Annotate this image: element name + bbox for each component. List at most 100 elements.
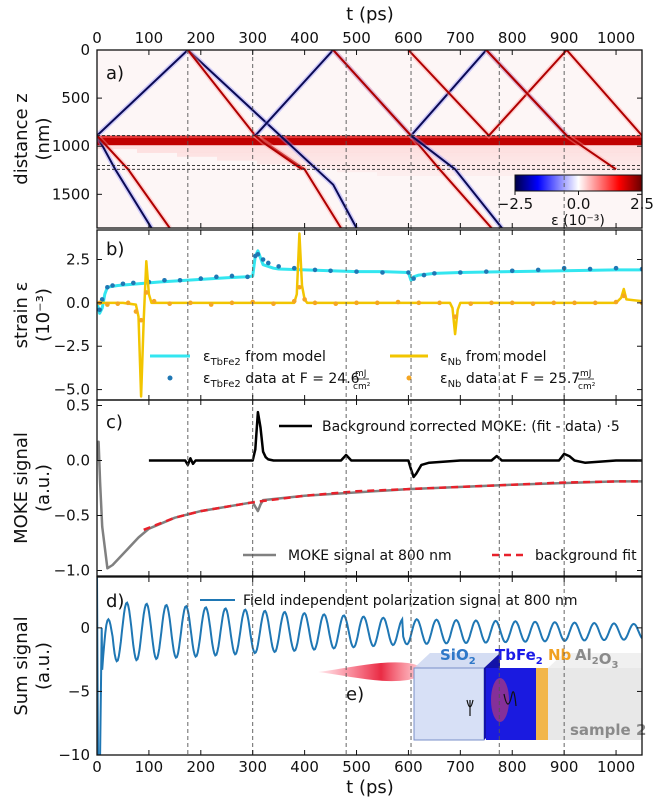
panel-c: Background corrected MOKE: (fit - data) … bbox=[97, 410, 642, 570]
al2o3-layer bbox=[548, 668, 642, 740]
strain-tail bbox=[137, 149, 642, 153]
nb-data-point bbox=[489, 300, 494, 306]
tbfe2-data-point bbox=[312, 267, 318, 273]
strain-pulse-path bbox=[332, 50, 493, 228]
x-tick-label-bottom: 1000 bbox=[597, 758, 635, 776]
x-tick-label-top: 600 bbox=[394, 29, 423, 47]
x-tick-label-top: 1000 bbox=[597, 29, 635, 47]
tbfe2-data-point bbox=[276, 264, 281, 269]
legend-unit-den: cm² bbox=[578, 382, 596, 392]
panel-b: εTbFe2 from model εTbFe2 data at F = 24.6… bbox=[97, 232, 642, 398]
colorbar-label: ε (10⁻³) bbox=[551, 213, 605, 229]
y-tick-label: 1000 bbox=[52, 137, 90, 155]
legend-nb-data-label: εNb data at F = 25.7 bbox=[440, 371, 580, 390]
nb-data-point bbox=[302, 297, 307, 302]
nb-data-point bbox=[374, 300, 380, 306]
sio2-top bbox=[414, 653, 500, 668]
y-tick-label: 500 bbox=[61, 89, 90, 107]
legend-b: εTbFe2 from model εTbFe2 data at F = 24.6… bbox=[150, 349, 596, 392]
x-tick-label-bottom: 900 bbox=[550, 758, 579, 776]
legend-tbfe2-data-label: εTbFe2 data at F = 24.6 bbox=[203, 371, 360, 390]
y-axis-label-line1: Sum signal bbox=[11, 616, 32, 715]
x-tick-label-bottom: 400 bbox=[290, 758, 319, 776]
x-tick-label-top: 0 bbox=[92, 29, 102, 47]
nb-data-point bbox=[312, 300, 318, 306]
tbfe2-label: TbFe2 bbox=[495, 646, 543, 667]
y-axis-label-line2: (10⁻³) bbox=[33, 288, 54, 342]
y-tick-label: 2.5 bbox=[66, 250, 90, 268]
legend-sum-label: Field independent polarization signal at… bbox=[243, 593, 578, 609]
colorbar-tick-label: 0.0 bbox=[567, 195, 591, 213]
strain-pulse-icon-2 bbox=[503, 691, 517, 707]
nb-data-point bbox=[416, 300, 422, 306]
y-axis-label-c: MOKE signal (a.u.) bbox=[11, 432, 54, 544]
tbfe2-data-point bbox=[255, 251, 261, 257]
y-axis-label-line1: MOKE signal bbox=[11, 432, 32, 544]
nb-data-point bbox=[188, 300, 193, 306]
background-fit-line bbox=[143, 480, 642, 531]
y-tick-label: −0.5 bbox=[54, 507, 90, 525]
tbfe2-band bbox=[97, 135, 642, 146]
panel-frame-d bbox=[96, 576, 643, 756]
y-tick-label: 0 bbox=[80, 41, 90, 59]
panel-letter-e: e) bbox=[346, 684, 364, 705]
x-tick-label-bottom: 300 bbox=[238, 758, 267, 776]
panel-letter-c: c) bbox=[106, 412, 123, 433]
strain-tail bbox=[257, 160, 642, 165]
panel-d: Field independent polarization signal at… bbox=[97, 577, 642, 755]
x-tick-label-bottom: 0 bbox=[92, 758, 102, 776]
nb-data-point bbox=[592, 300, 598, 306]
strain-tail bbox=[297, 164, 642, 169]
x-tick-label-top: 100 bbox=[135, 29, 164, 47]
tbfe2-data-point bbox=[105, 284, 110, 290]
strain-pulse-path bbox=[485, 50, 617, 171]
nb-data-point bbox=[115, 301, 121, 307]
legend-nb-model-label: εNb from model bbox=[440, 349, 546, 368]
sio2-layer bbox=[413, 667, 485, 741]
al2o3-top bbox=[548, 653, 642, 668]
colorbar-gradient bbox=[514, 174, 643, 192]
background-corrected-line bbox=[148, 410, 642, 479]
x-tick-label-top: 900 bbox=[550, 29, 579, 47]
al2o3-label: Al2O3 bbox=[575, 646, 619, 671]
tbfe2-data-point bbox=[131, 280, 136, 286]
y-tick-label: −1.0 bbox=[54, 562, 90, 580]
x-tick-label-top: 500 bbox=[342, 29, 371, 47]
strain-pulse-path bbox=[187, 50, 342, 228]
x-tick-label-bottom: 800 bbox=[498, 758, 527, 776]
nb-data-point bbox=[125, 300, 131, 306]
panel-a: −2.5 0.0 2.5 ε (10⁻³) bbox=[97, 50, 654, 229]
legend-d: Field independent polarization signal at… bbox=[200, 593, 578, 609]
tbfe2-data-point bbox=[421, 272, 427, 278]
y-axis-label-line2: (nm) bbox=[33, 118, 54, 161]
y-axis-label-line1: distance z bbox=[11, 93, 32, 184]
legend-unit-num: mJ bbox=[580, 369, 591, 379]
legend-tbfe2-model-label: εTbFe2 from model bbox=[203, 349, 326, 368]
panel-frame-a bbox=[96, 49, 643, 229]
legend-unit-num: mJ bbox=[355, 369, 366, 379]
x-tick-label-top: 200 bbox=[186, 29, 215, 47]
nb-data-point bbox=[437, 300, 442, 306]
x-tick-label-top: 700 bbox=[446, 29, 475, 47]
nb-data-point bbox=[452, 314, 458, 320]
tbfe2-data-point bbox=[354, 269, 359, 274]
tbfe2-data-point bbox=[120, 281, 126, 287]
y-tick-label: 0.0 bbox=[66, 452, 90, 470]
tbfe2-band-edge bbox=[97, 135, 642, 139]
tbfe2-data-point bbox=[214, 274, 219, 280]
nb-data-point bbox=[167, 301, 172, 307]
nb-data-point bbox=[613, 299, 619, 305]
strain-tail bbox=[377, 172, 642, 177]
x-axis-label-bottom: t (ps) bbox=[346, 777, 394, 798]
legend-fit-label: background fit bbox=[535, 548, 637, 564]
strain-pulse-icon bbox=[466, 699, 474, 716]
tbfe2-data-point bbox=[535, 267, 541, 273]
y-axis-label-a: distance z (nm) bbox=[11, 93, 54, 184]
panel-frame-c bbox=[96, 399, 643, 577]
tbfe2-data-point bbox=[110, 283, 115, 288]
tbfe2-data-point bbox=[177, 278, 183, 283]
sample-label: sample 2 bbox=[570, 721, 646, 739]
strain-tail bbox=[97, 145, 642, 150]
y-tick-label: −2.5 bbox=[54, 337, 90, 355]
